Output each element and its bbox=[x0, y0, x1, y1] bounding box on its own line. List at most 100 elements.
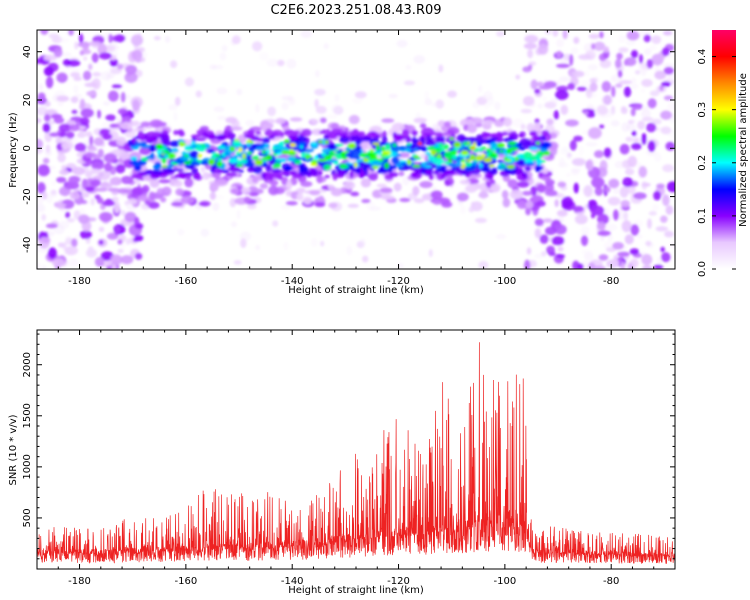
heatmap-cell bbox=[286, 180, 293, 190]
heatmap-cell bbox=[534, 88, 541, 94]
heatmap-cell bbox=[481, 120, 495, 125]
heatmap-cell bbox=[607, 233, 613, 243]
heatmap-cell bbox=[287, 150, 297, 156]
x-tick-label: -80 bbox=[603, 576, 619, 587]
heatmap-cell bbox=[591, 176, 605, 188]
heatmap-cell bbox=[292, 130, 301, 134]
colorbar-tick-label: 0.4 bbox=[697, 49, 708, 65]
heatmap-cell bbox=[340, 164, 349, 169]
heatmap-cell bbox=[541, 130, 550, 137]
heatmap-cell bbox=[526, 247, 532, 255]
heatmap-cell bbox=[230, 126, 243, 131]
heatmap-cell bbox=[366, 201, 376, 211]
heatmap-cell bbox=[134, 173, 143, 178]
heatmap-cell bbox=[559, 56, 569, 65]
heatmap-cell bbox=[599, 31, 604, 39]
heatmap-cell bbox=[558, 76, 570, 83]
heatmap-cell bbox=[571, 70, 585, 78]
heatmap-cell bbox=[275, 117, 286, 125]
heatmap-cell bbox=[621, 220, 632, 233]
heatmap-cell bbox=[545, 226, 557, 236]
heatmap-cell bbox=[611, 86, 616, 98]
heatmap-cell bbox=[296, 192, 304, 201]
heatmap-cell bbox=[113, 201, 121, 214]
heatmap-cell bbox=[369, 155, 378, 160]
heatmap-cell bbox=[415, 112, 422, 119]
heatmap-cell bbox=[428, 249, 433, 257]
heatmap-cell bbox=[620, 107, 628, 115]
heatmap-cell bbox=[130, 156, 138, 161]
heatmap-cell bbox=[379, 187, 393, 194]
heatmap-cell bbox=[127, 143, 138, 147]
heatmap-cell bbox=[478, 261, 489, 269]
heatmap-cell bbox=[646, 122, 657, 133]
heatmap-cell bbox=[665, 141, 675, 151]
heatmap-cell bbox=[432, 158, 445, 166]
heatmap-cell bbox=[466, 158, 471, 162]
heatmap-cell bbox=[216, 134, 226, 141]
heatmap-cell bbox=[78, 33, 84, 44]
heatmap-cell bbox=[283, 241, 289, 251]
heatmap-cell bbox=[663, 66, 674, 75]
heatmap-cell bbox=[289, 142, 297, 148]
heatmap-cell bbox=[48, 33, 60, 39]
heatmap-cell bbox=[649, 44, 657, 51]
x-tick-label: -120 bbox=[387, 276, 410, 287]
heatmap-cell bbox=[629, 248, 640, 255]
heatmap-cell bbox=[478, 85, 483, 93]
heatmap-cell bbox=[648, 211, 657, 216]
heatmap-cell bbox=[542, 218, 553, 223]
colorbar-ticks: 0.0 0.1 0.2 0.3 0.4 bbox=[697, 49, 736, 277]
heatmap-cell bbox=[353, 162, 358, 168]
y-tick-label: 40 bbox=[22, 45, 33, 58]
heatmap-cell bbox=[666, 181, 675, 193]
heatmap-cell bbox=[247, 138, 251, 144]
heatmap-cell bbox=[297, 141, 308, 146]
heatmap-cell bbox=[137, 130, 144, 139]
heatmap-cell bbox=[215, 153, 221, 158]
heatmap-cell bbox=[535, 141, 541, 145]
heatmap-cell bbox=[523, 259, 531, 269]
heatmap-cell bbox=[41, 213, 46, 221]
heatmap-cell bbox=[630, 118, 637, 124]
heatmap-cell bbox=[490, 136, 499, 141]
heatmap-cell bbox=[332, 172, 338, 181]
x-tick-label: -160 bbox=[175, 276, 198, 287]
heatmap-cell bbox=[227, 132, 236, 140]
heatmap-cell bbox=[324, 174, 330, 179]
heatmap-cell bbox=[660, 246, 665, 253]
heatmap-cell bbox=[120, 255, 134, 265]
heatmap-cell bbox=[573, 182, 579, 194]
heatmap-cell bbox=[336, 170, 348, 176]
heatmap-cell bbox=[79, 230, 92, 239]
spectrogram-y-ticks: -40 -20 0 20 40 bbox=[22, 45, 675, 253]
heatmap-cell bbox=[134, 252, 143, 260]
heatmap-cell bbox=[130, 34, 144, 47]
heatmap-cell bbox=[229, 198, 237, 208]
heatmap-cell bbox=[74, 41, 79, 50]
heatmap-cell bbox=[515, 156, 519, 161]
heatmap-cell bbox=[148, 135, 158, 143]
heatmap-cell bbox=[174, 96, 181, 106]
heatmap-cell bbox=[467, 141, 471, 144]
heatmap-cell bbox=[483, 90, 493, 101]
heatmap-cell bbox=[491, 167, 498, 174]
figure-title: C2E6.2023.251.08.43.R09 bbox=[270, 3, 441, 18]
heatmap-cell bbox=[478, 162, 483, 169]
heatmap-cell bbox=[430, 190, 443, 200]
heatmap-cell bbox=[447, 162, 458, 168]
heatmap-cell bbox=[42, 264, 47, 269]
heatmap-cell bbox=[37, 204, 46, 213]
heatmap-cell bbox=[200, 166, 206, 173]
heatmap-cell bbox=[327, 156, 332, 160]
heatmap-cell bbox=[403, 80, 416, 86]
heatmap-cell bbox=[630, 107, 636, 117]
heatmap-cell bbox=[612, 187, 620, 195]
heatmap-cell bbox=[56, 95, 70, 102]
heatmap-cell bbox=[130, 120, 141, 127]
heatmap-cell bbox=[598, 254, 609, 261]
heatmap-cell bbox=[259, 51, 269, 61]
heatmap-cell bbox=[601, 80, 612, 92]
heatmap-cell bbox=[330, 188, 343, 197]
